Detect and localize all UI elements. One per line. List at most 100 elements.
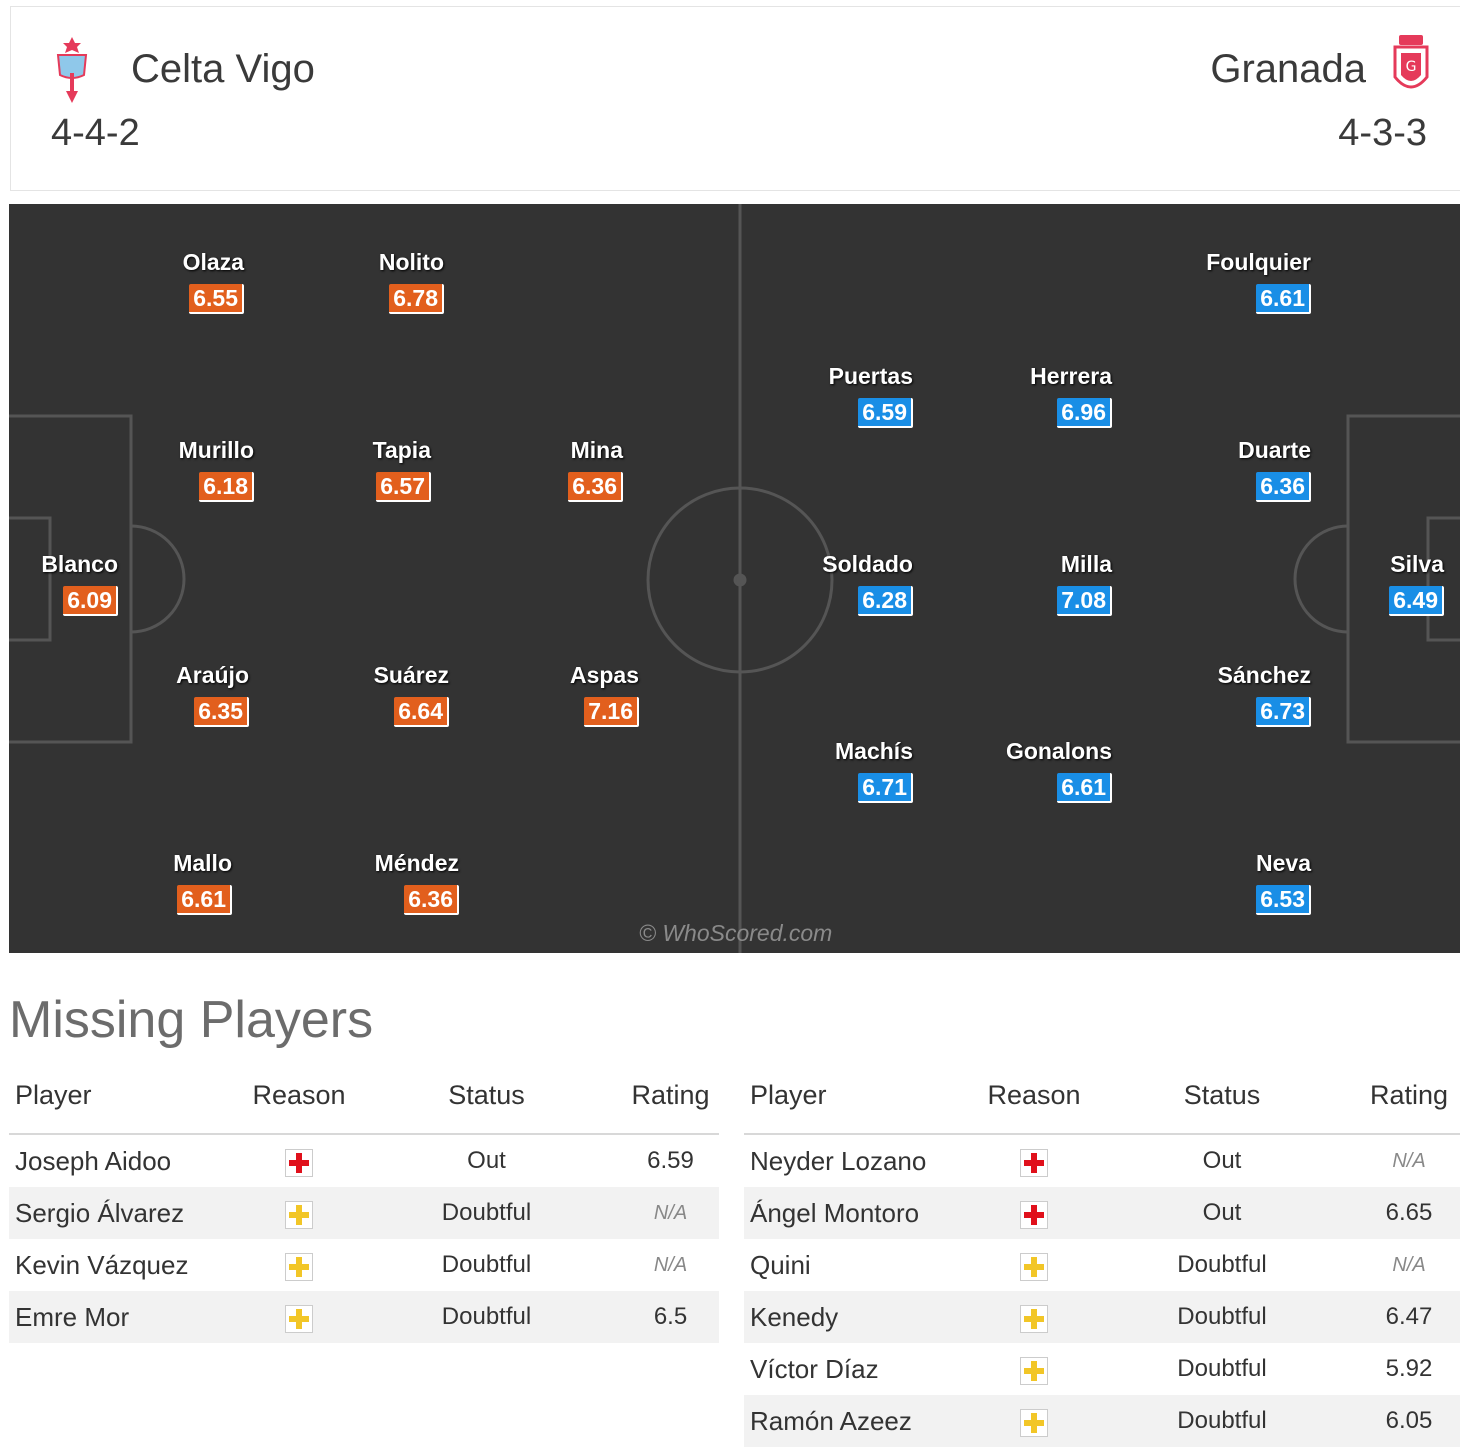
- rating-cell: 5.92: [1385, 1355, 1433, 1382]
- col-player[interactable]: Player: [15, 1079, 92, 1110]
- player-suarez[interactable]: Suárez 6.64: [354, 661, 449, 727]
- missing-player-name[interactable]: Joseph Aidoo: [15, 1145, 172, 1176]
- player-rating: 6.49: [1389, 586, 1444, 616]
- missing-player-name[interactable]: Emre Mor: [15, 1301, 130, 1332]
- player-tapia[interactable]: Tapia 6.57: [354, 436, 431, 502]
- player-milla[interactable]: Milla 7.08: [1009, 550, 1112, 616]
- yellow-cross-icon[interactable]: [1020, 1304, 1048, 1333]
- red-cross-icon[interactable]: [1020, 1148, 1048, 1177]
- missing-player-name[interactable]: Ángel Montoro: [750, 1197, 920, 1228]
- player-name: Méndez: [374, 850, 459, 876]
- reason-cell: [241, 1291, 351, 1343]
- player-rating: 6.09: [63, 586, 118, 616]
- player-name: Araújo: [176, 662, 249, 688]
- player-mendez[interactable]: Méndez 6.36: [354, 849, 459, 915]
- yellow-cross-icon[interactable]: [285, 1304, 313, 1333]
- player-herrera[interactable]: Herrera 6.96: [1009, 362, 1112, 428]
- player-olaza[interactable]: Olaza 6.55: [154, 248, 244, 314]
- rating-cell: 6.65: [1385, 1199, 1433, 1226]
- player-name: Soldado: [822, 551, 913, 577]
- player-name: Milla: [1060, 551, 1112, 577]
- yellow-cross-icon[interactable]: [285, 1252, 313, 1281]
- missing-player-name[interactable]: Kevin Vázquez: [15, 1249, 189, 1280]
- player-rating: 6.36: [568, 472, 623, 502]
- missing-player-name[interactable]: Sergio Álvarez: [15, 1197, 185, 1228]
- status-cell: Doubtful: [441, 1303, 532, 1330]
- red-cross-icon[interactable]: [1020, 1200, 1048, 1229]
- col-reason[interactable]: Reason: [987, 1079, 1081, 1110]
- col-status[interactable]: Status: [1183, 1079, 1261, 1110]
- table-row: Kevin Vázquez Doubtful N/A: [9, 1239, 719, 1291]
- svg-text:G: G: [1406, 59, 1417, 75]
- player-sanchez[interactable]: Sánchez 6.73: [1189, 661, 1311, 727]
- red-cross-icon[interactable]: [285, 1148, 313, 1177]
- col-reason[interactable]: Reason: [252, 1079, 346, 1110]
- rating-cell: N/A: [1392, 1149, 1426, 1172]
- player-name: Mina: [570, 437, 623, 463]
- player-rating: 6.35: [194, 697, 249, 727]
- player-murillo[interactable]: Murillo 6.18: [154, 436, 254, 502]
- player-nolito[interactable]: Nolito 6.78: [354, 248, 444, 314]
- status-cell: Out: [467, 1147, 506, 1174]
- player-silva[interactable]: Silva 6.49: [1359, 550, 1444, 616]
- player-rating: 6.71: [858, 773, 913, 803]
- player-neva[interactable]: Neva 6.53: [1209, 849, 1311, 915]
- rating-cell: N/A: [653, 1201, 688, 1224]
- status-cell: Doubtful: [1177, 1303, 1267, 1330]
- reason-cell: [976, 1343, 1086, 1395]
- watermark: © WhoScored.com: [639, 920, 833, 946]
- match-header: Celta Vigo 4-4-2 Granada G 4-3-3: [10, 6, 1460, 191]
- missing-player-name[interactable]: Víctor Díaz: [750, 1353, 879, 1384]
- yellow-cross-icon[interactable]: [1020, 1356, 1048, 1385]
- table-row: Joseph Aidoo Out 6.59: [9, 1134, 719, 1187]
- missing-player-name[interactable]: Kenedy: [750, 1301, 839, 1332]
- player-rating: 6.64: [394, 697, 449, 727]
- reason-cell: [976, 1291, 1086, 1343]
- yellow-cross-icon[interactable]: [285, 1200, 313, 1229]
- player-rating: 6.36: [404, 885, 459, 915]
- missing-players-title: Missing Players: [9, 991, 374, 1049]
- player-soldado[interactable]: Soldado 6.28: [799, 550, 913, 616]
- player-name: Duarte: [1238, 437, 1311, 463]
- col-rating[interactable]: Rating: [1369, 1079, 1449, 1110]
- player-mina[interactable]: Mina 6.36: [554, 436, 623, 502]
- table-row: Emre Mor Doubtful 6.5: [9, 1291, 719, 1343]
- player-araujo[interactable]: Araújo 6.35: [154, 661, 249, 727]
- player-rating: 6.61: [177, 885, 232, 915]
- player-blanco[interactable]: Blanco 6.09: [23, 550, 118, 616]
- reason-cell: [241, 1134, 351, 1187]
- player-duarte[interactable]: Duarte 6.36: [1209, 436, 1311, 502]
- table-row: Quini Doubtful N/A: [744, 1239, 1460, 1291]
- player-foulquier[interactable]: Foulquier 6.61: [1189, 248, 1311, 314]
- col-player[interactable]: Player: [750, 1079, 827, 1110]
- reason-cell: [976, 1187, 1086, 1239]
- player-rating: 6.53: [1256, 885, 1311, 915]
- missing-player-name[interactable]: Ramón Azeez: [750, 1405, 912, 1436]
- yellow-cross-icon[interactable]: [1020, 1408, 1048, 1437]
- yellow-cross-icon[interactable]: [1020, 1252, 1048, 1281]
- player-rating: 6.73: [1256, 697, 1311, 727]
- player-puertas[interactable]: Puertas 6.59: [809, 362, 913, 428]
- player-mallo[interactable]: Mallo 6.61: [154, 849, 232, 915]
- player-name: Puertas: [828, 363, 913, 389]
- player-gonalons[interactable]: Gonalons 6.61: [989, 737, 1112, 803]
- player-name: Suárez: [373, 662, 449, 688]
- table-row: Sergio Álvarez Doubtful N/A: [9, 1187, 719, 1239]
- away-formation: 4-3-3: [1338, 112, 1427, 154]
- player-rating: 6.59: [858, 398, 913, 428]
- col-status[interactable]: Status: [448, 1079, 525, 1110]
- player-rating: 6.57: [376, 472, 431, 502]
- player-name: Mallo: [173, 850, 232, 876]
- player-name: Olaza: [182, 249, 244, 275]
- home-team-name[interactable]: Celta Vigo: [131, 47, 315, 91]
- missing-player-name[interactable]: Neyder Lozano: [750, 1145, 927, 1176]
- granada-crest-icon[interactable]: G: [1391, 33, 1431, 106]
- player-aspas[interactable]: Aspas 7.16: [554, 661, 639, 727]
- player-rating: 6.61: [1057, 773, 1112, 803]
- missing-player-name[interactable]: Quini: [750, 1249, 811, 1280]
- status-cell: Doubtful: [441, 1199, 532, 1226]
- player-machis[interactable]: Machís 6.71: [809, 737, 913, 803]
- celta-vigo-crest-icon[interactable]: [49, 33, 95, 110]
- col-rating[interactable]: Rating: [631, 1079, 710, 1110]
- away-team-name[interactable]: Granada: [1210, 47, 1366, 91]
